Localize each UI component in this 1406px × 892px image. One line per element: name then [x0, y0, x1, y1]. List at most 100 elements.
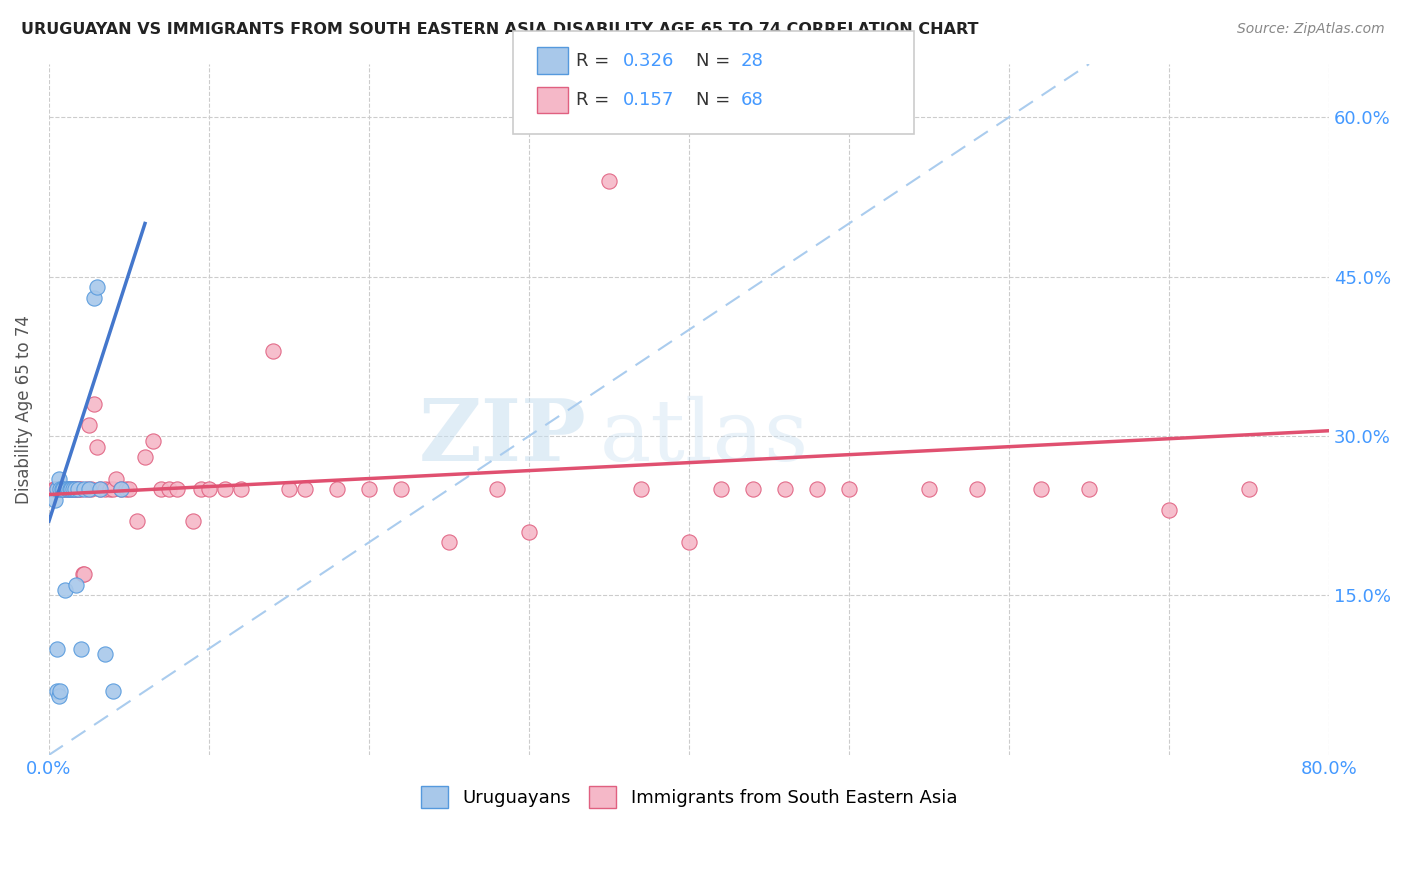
Point: [101, 684, 124, 698]
Point: [44, 482, 66, 496]
Point: [86, 440, 108, 454]
Point: [389, 482, 412, 496]
Text: atlas: atlas: [599, 395, 808, 479]
Point: [110, 482, 132, 496]
Point: [485, 482, 508, 496]
Point: [83, 397, 105, 411]
Point: [357, 482, 380, 496]
Point: [89, 482, 111, 496]
Point: [278, 482, 301, 496]
Point: [89, 482, 111, 496]
Point: [55, 482, 77, 496]
Point: [94, 482, 117, 496]
Point: [166, 482, 188, 496]
Point: [48, 472, 70, 486]
Point: [73, 567, 96, 582]
Point: [83, 291, 105, 305]
Point: [198, 482, 221, 496]
Point: [79, 482, 101, 496]
Point: [598, 174, 620, 188]
Text: 0.326: 0.326: [623, 52, 675, 70]
Point: [46, 482, 69, 496]
Point: [55, 482, 77, 496]
Point: [326, 482, 349, 496]
Point: [73, 482, 96, 496]
Point: [46, 641, 69, 656]
Point: [214, 482, 236, 496]
Text: N =: N =: [696, 52, 735, 70]
Point: [806, 482, 828, 496]
Point: [437, 535, 460, 549]
Point: [51, 482, 73, 496]
Point: [63, 482, 86, 496]
Point: [49, 482, 72, 496]
Point: [66, 482, 89, 496]
Point: [262, 344, 284, 359]
Point: [110, 482, 132, 496]
Point: [56, 482, 79, 496]
Point: [101, 482, 124, 496]
Point: [710, 482, 733, 496]
Point: [59, 482, 82, 496]
Point: [76, 482, 98, 496]
Point: [838, 482, 860, 496]
Point: [1078, 482, 1101, 496]
Point: [49, 482, 72, 496]
Point: [70, 482, 93, 496]
Text: 0.157: 0.157: [623, 91, 675, 109]
Point: [114, 482, 136, 496]
Point: [62, 482, 84, 496]
Point: [181, 514, 204, 528]
Point: [53, 583, 76, 598]
Point: [94, 647, 117, 661]
Point: [229, 482, 252, 496]
Point: [918, 482, 941, 496]
Point: [66, 482, 89, 496]
Point: [630, 482, 652, 496]
Point: [678, 535, 700, 549]
Point: [52, 482, 75, 496]
Point: [190, 482, 212, 496]
Point: [42, 482, 65, 496]
Text: R =: R =: [576, 91, 616, 109]
Point: [142, 434, 165, 449]
Point: [49, 684, 72, 698]
Point: [56, 482, 79, 496]
Point: [52, 482, 75, 496]
Point: [63, 482, 86, 496]
Point: [46, 482, 69, 496]
Point: [65, 482, 87, 496]
Point: [105, 472, 128, 486]
Point: [294, 482, 316, 496]
Point: [98, 482, 121, 496]
Point: [742, 482, 765, 496]
Point: [59, 482, 82, 496]
Point: [134, 450, 156, 465]
Point: [1157, 503, 1180, 517]
Point: [72, 567, 94, 582]
Text: R =: R =: [576, 52, 616, 70]
Point: [77, 482, 100, 496]
Point: [77, 418, 100, 433]
Point: [157, 482, 180, 496]
Point: [51, 482, 73, 496]
Y-axis label: Disability Age 65 to 74: Disability Age 65 to 74: [15, 315, 32, 504]
Legend: Uruguayans, Immigrants from South Eastern Asia: Uruguayans, Immigrants from South Easter…: [413, 779, 965, 815]
Point: [48, 690, 70, 704]
Point: [44, 492, 66, 507]
Text: URUGUAYAN VS IMMIGRANTS FROM SOUTH EASTERN ASIA DISABILITY AGE 65 TO 74 CORRELAT: URUGUAYAN VS IMMIGRANTS FROM SOUTH EASTE…: [21, 22, 979, 37]
Point: [67, 482, 90, 496]
Point: [60, 482, 83, 496]
Point: [48, 482, 70, 496]
Point: [149, 482, 172, 496]
Point: [1237, 482, 1260, 496]
Point: [773, 482, 796, 496]
Point: [60, 482, 83, 496]
Text: Source: ZipAtlas.com: Source: ZipAtlas.com: [1237, 22, 1385, 37]
Point: [49, 482, 72, 496]
Text: 68: 68: [741, 91, 763, 109]
Point: [53, 482, 76, 496]
Point: [70, 641, 93, 656]
Point: [517, 524, 540, 539]
Text: 28: 28: [741, 52, 763, 70]
